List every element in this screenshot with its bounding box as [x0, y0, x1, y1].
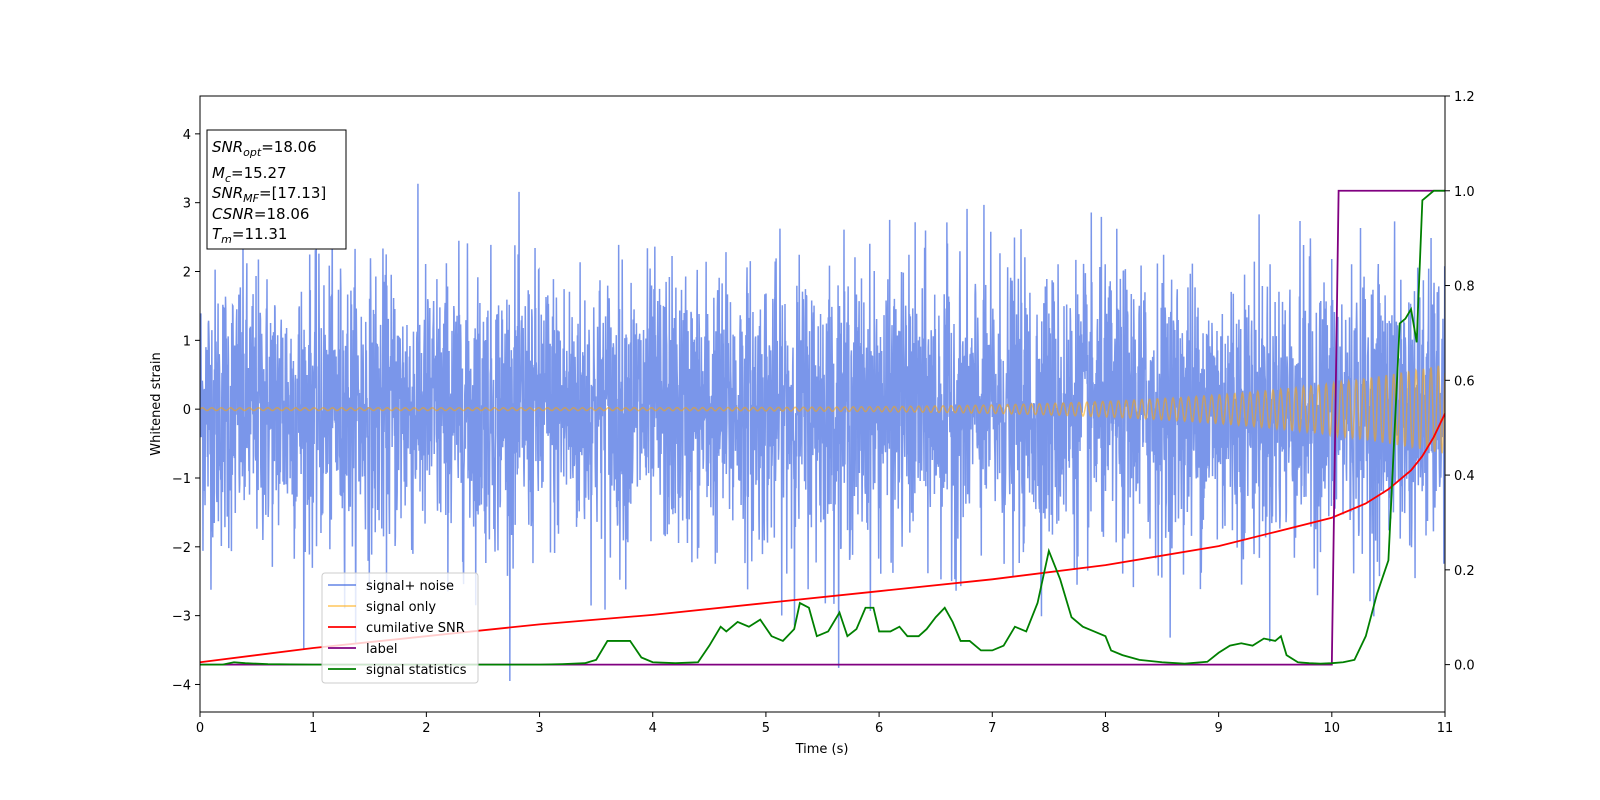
legend-label: signal statistics — [366, 663, 467, 678]
legend-label: signal+ noise — [366, 579, 454, 594]
series-signal-statistics — [200, 189, 1445, 666]
y-right-tick-label: 0.6 — [1454, 374, 1475, 389]
y-right-tick-label: 0.0 — [1454, 659, 1475, 674]
plot-layer — [200, 183, 1445, 682]
info-line: SNRopt=18.06 — [212, 138, 317, 159]
series-signal-noise — [200, 183, 1445, 682]
legend-label: label — [366, 642, 397, 657]
legend: signal+ noise signal only cumilative SNR la… — [321, 572, 479, 684]
x-tick-label: 10 — [1324, 721, 1341, 736]
x-tick-label: 0 — [196, 721, 204, 736]
x-tick-label: 8 — [1101, 721, 1109, 736]
series-label — [200, 189, 1445, 666]
y-right-tick-label: 0.8 — [1454, 280, 1475, 295]
y-right-tick-label: 0.2 — [1454, 564, 1475, 579]
legend-label: cumilative SNR — [366, 621, 465, 636]
y-left-tick-label: 2 — [183, 266, 191, 281]
series-cumilative-snr — [200, 413, 1445, 664]
y-left-tick-label: −1 — [172, 472, 191, 487]
plot-area — [200, 183, 1445, 682]
y-right-tick-label: 1.0 — [1454, 185, 1475, 200]
info-box-frame — [206, 129, 347, 250]
info-box: SNRopt=18.06 Mc=15.27SNRMF=[17.13]CSNR=18… — [206, 129, 347, 250]
x-tick-label: 3 — [535, 721, 543, 736]
series-signal-only — [200, 365, 1445, 454]
x-tick-label: 4 — [649, 721, 657, 736]
info-line: SNRMF=[17.13] — [212, 184, 326, 205]
x-tick-label: 6 — [875, 721, 883, 736]
y-left-tick-label: 1 — [183, 334, 191, 349]
x-tick-label: 1 — [309, 721, 317, 736]
legend-label: signal only — [366, 600, 436, 615]
x-axis-label: Time (s) — [795, 742, 849, 757]
x-tick-label: 7 — [988, 721, 996, 736]
x-tick-label: 5 — [762, 721, 770, 736]
x-tick-label: 9 — [1214, 721, 1222, 736]
y-left-tick-label: 4 — [183, 128, 191, 143]
x-tick-label: 2 — [422, 721, 430, 736]
y-left-tick-label: −3 — [172, 610, 191, 625]
axes-frame — [199, 95, 1446, 713]
y-left-tick-label: −4 — [172, 678, 191, 693]
y-left-tick-label: −2 — [172, 541, 191, 556]
y-left-tick-label: 0 — [183, 403, 191, 418]
y-axis-label: Whitened strain — [149, 352, 164, 455]
ticks-layer: 0 1 2 3 4 5 6 7 8 9 10 1143210−1−2−3−41.21.00.80.60… — [172, 90, 1475, 736]
y-left-tick-label: 3 — [183, 197, 191, 212]
info-line: Tm=11.31 — [212, 225, 287, 246]
y-right-tick-label: 1.2 — [1454, 90, 1475, 105]
info-line: Mc=15.27 — [212, 164, 287, 185]
x-tick-label: 11 — [1437, 721, 1454, 736]
legend-frame — [321, 572, 479, 684]
info-line: CSNR=18.06 — [212, 205, 309, 223]
y-right-tick-label: 0.4 — [1454, 469, 1475, 484]
